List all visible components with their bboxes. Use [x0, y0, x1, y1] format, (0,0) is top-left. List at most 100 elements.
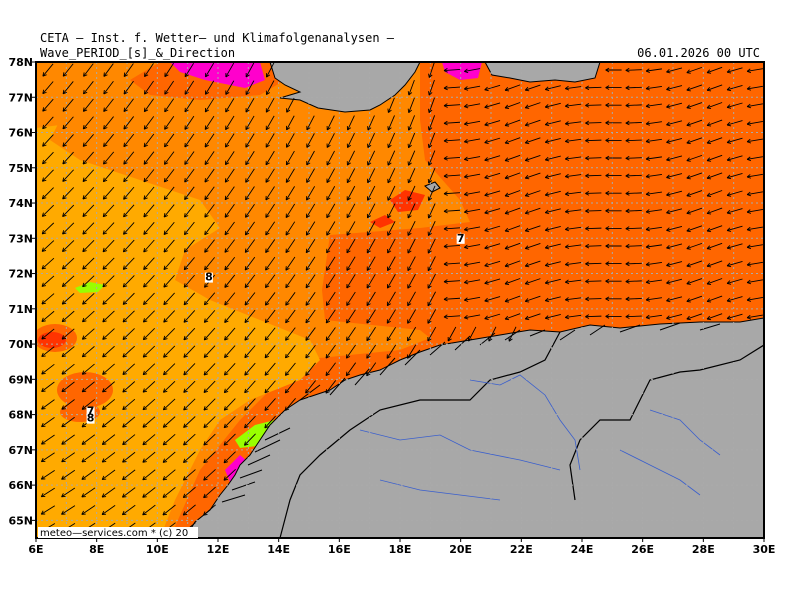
wave-direction-arrow: [103, 151, 115, 165]
wave-direction-arrow: [163, 221, 175, 235]
wave-direction-arrow: [183, 221, 195, 236]
wave-direction-arrow: [443, 68, 461, 73]
wave-direction-arrow: [163, 292, 175, 306]
wave-direction-arrow: [204, 80, 215, 95]
wave-direction-arrow: [62, 63, 74, 77]
wave-direction-arrow: [565, 85, 582, 91]
wave-direction-arrow: [585, 243, 602, 249]
wave-direction-arrow: [41, 310, 55, 322]
wave-direction-arrow: [346, 274, 356, 289]
wave-direction-arrow: [143, 116, 155, 130]
wave-direction-arrow: [726, 225, 743, 232]
wave-direction-arrow: [184, 133, 195, 148]
wave-direction-arrow: [306, 168, 315, 183]
wave-direction-arrow: [325, 380, 337, 394]
wave-direction-arrow: [162, 380, 176, 393]
wave-direction-arrow: [203, 363, 216, 376]
wave-direction-arrow: [625, 243, 642, 249]
wave-direction-arrow: [726, 84, 743, 92]
wave-direction-arrow: [123, 116, 135, 130]
wave-direction-arrow: [81, 399, 95, 410]
wave-direction-arrow: [244, 239, 256, 253]
wave-direction-arrow: [585, 226, 602, 231]
wave-direction-arrow: [325, 362, 336, 377]
wave-direction-arrow: [464, 279, 481, 285]
wave-direction-arrow: [102, 292, 115, 305]
wave-direction-arrow: [62, 116, 74, 130]
wave-direction-arrow: [585, 155, 602, 161]
wave-direction-arrow: [204, 98, 215, 113]
wave-direction-arrow: [184, 168, 195, 183]
wave-direction-arrow: [726, 313, 743, 320]
wave-direction-arrow: [142, 487, 156, 498]
wave-direction-arrow: [265, 203, 275, 218]
wave-direction-arrow: [706, 172, 723, 180]
lat-tick-label: 76N: [8, 127, 33, 140]
wave-direction-arrow: [585, 191, 602, 196]
wave-direction-arrow: [264, 415, 276, 429]
wave-direction-arrow: [544, 173, 561, 179]
wave-direction-arrow: [264, 380, 276, 394]
wave-direction-arrow: [746, 314, 763, 320]
wave-direction-arrow: [706, 154, 723, 162]
wave-direction-arrow: [625, 85, 642, 91]
wave-direction-arrow: [142, 345, 156, 358]
wave-direction-arrow: [81, 363, 95, 375]
wave-direction-arrow: [407, 79, 415, 96]
wave-direction-arrow: [203, 504, 216, 516]
wave-direction-arrow: [346, 203, 356, 219]
wave-direction-arrow: [443, 103, 461, 108]
wave-direction-arrow: [61, 310, 75, 323]
wave-direction-arrow: [41, 257, 55, 270]
wave-direction-arrow: [122, 292, 135, 305]
wave-direction-arrow: [265, 239, 276, 253]
latitude-axis: 78N 77N 76N 75N 74N 73N 72N 71N 70N 69N 68N 67N 66N 6…: [8, 56, 36, 527]
wave-direction-arrow: [524, 313, 541, 321]
wave-direction-arrow: [484, 243, 501, 250]
wave-direction-arrow: [427, 256, 436, 272]
wave-direction-arrow: [585, 120, 602, 126]
wave-direction-arrow: [666, 313, 683, 320]
wave-direction-arrow: [244, 309, 256, 324]
wave-direction-arrow: [264, 398, 276, 411]
wave-direction-arrow: [123, 169, 135, 183]
wave-direction-arrow: [162, 416, 176, 428]
wave-direction-arrow: [625, 314, 642, 319]
wave-direction-arrow: [443, 244, 461, 249]
wave-direction-arrow: [387, 221, 396, 236]
wave-direction-arrow: [223, 362, 236, 376]
wave-direction-arrow: [183, 310, 196, 323]
magenta-band-coast: [225, 455, 248, 482]
wave-direction-arrow: [366, 344, 377, 359]
wave-direction-arrow: [244, 362, 256, 376]
wave-direction-arrow: [686, 278, 703, 285]
wave-direction-arrow: [82, 275, 95, 288]
wave-direction-arrow: [122, 310, 135, 323]
wave-direction-arrow: [746, 244, 763, 250]
wave-direction-arrow: [81, 487, 96, 498]
wave-direction-arrow: [565, 121, 582, 126]
wave-direction-arrow: [122, 275, 135, 288]
wave-direction-arrow: [544, 138, 561, 144]
wave-direction-arrow: [305, 239, 316, 254]
wave-direction-arrow: [123, 151, 135, 165]
wave-direction-arrow: [427, 273, 436, 289]
wave-direction-arrow: [666, 102, 683, 109]
wave-direction-arrow: [326, 203, 336, 219]
wave-direction-arrow: [162, 504, 176, 516]
wave-direction-arrow: [285, 345, 296, 359]
wave-direction-arrow: [346, 238, 356, 254]
period-label: 8: [87, 412, 95, 425]
wave-direction-arrow: [123, 98, 134, 113]
wave-direction-arrow: [224, 257, 236, 271]
wave-direction-arrow: [544, 243, 561, 250]
wave-direction-arrow: [585, 261, 602, 267]
wave-direction-arrow: [264, 345, 276, 359]
wave-direction-arrow: [346, 185, 356, 201]
wave-direction-arrow: [443, 173, 461, 179]
lat-tick-label: 78N: [8, 56, 33, 69]
wave-direction-arrow: [726, 296, 743, 303]
wave-direction-arrow: [645, 314, 662, 320]
wave-direction-arrow: [184, 204, 195, 218]
wave-direction-arrow: [443, 85, 461, 91]
